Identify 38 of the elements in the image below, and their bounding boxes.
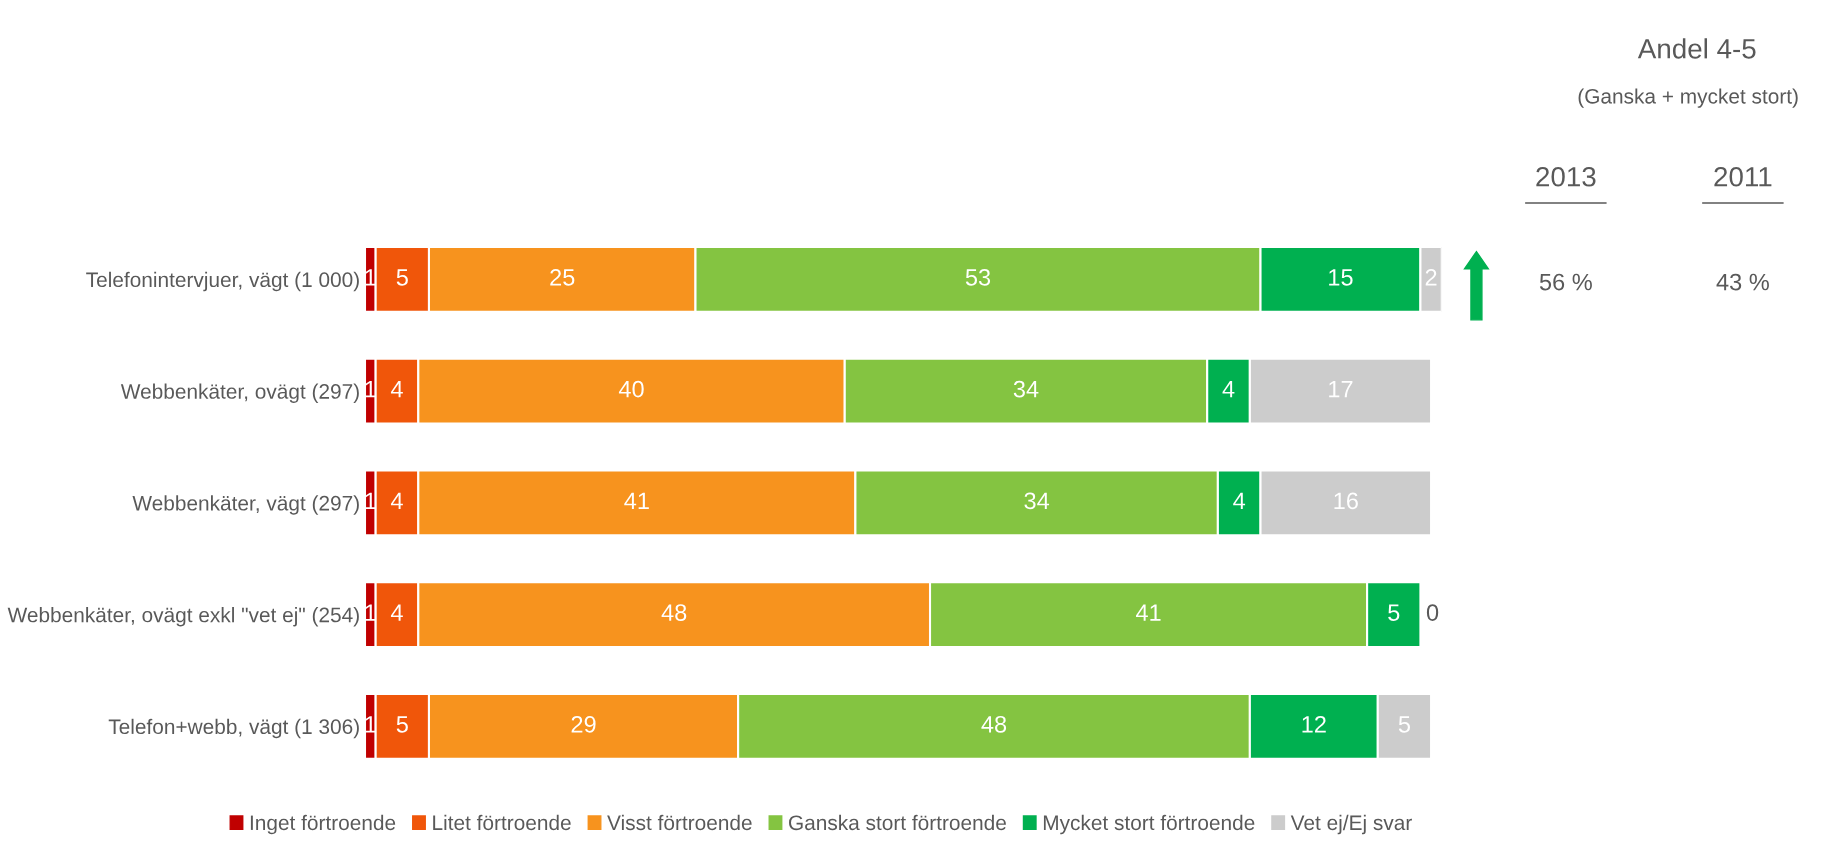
data-label: 34 [1024, 492, 1050, 510]
data-label: 53 [965, 268, 991, 286]
data-label: 5 [1388, 604, 1400, 621]
data-label: 29 [571, 715, 596, 733]
data-label: 5 [396, 716, 408, 733]
data-label: 4 [1233, 492, 1246, 509]
y-tick-label: Webbenkäter, ovägt exkl "vet ej" (254) [7, 607, 359, 627]
data-label: 34 [1013, 380, 1039, 398]
data-label: 5 [396, 269, 408, 286]
data-label: 48 [661, 604, 687, 621]
data-label: 41 [1135, 604, 1161, 621]
legend-label: Visst förtroende [607, 814, 752, 831]
legend-label: Vet ej/Ej svar [1290, 814, 1412, 835]
legend-label: Inget förtroende [250, 814, 396, 835]
data-label: 4 [390, 380, 403, 398]
text: Andel 4-5 [1637, 38, 1756, 59]
data-label: 15 [1329, 269, 1353, 286]
data-label: 48 [981, 715, 1007, 733]
data-label: 40 [618, 380, 644, 398]
y-tick-label: Telefonintervjuer, vägt (1 000) [86, 271, 359, 292]
text: 2013 [1536, 166, 1596, 187]
legend-label: Mycket stort förtroende [1043, 814, 1255, 835]
data-label: 4 [1222, 380, 1235, 398]
text: 56 % [1539, 273, 1592, 291]
text: 43 % [1716, 273, 1769, 291]
data-label: 41 [624, 492, 649, 509]
text: (Ganska + mycket stort) [1578, 88, 1798, 108]
legend-label: Litet förtroende [433, 814, 571, 831]
data-label: 4 [390, 604, 403, 621]
data-label: 25 [550, 268, 575, 286]
text: 2011 [1714, 166, 1772, 187]
y-tick-label: Webbenkäter, ovägt (297) [120, 383, 359, 403]
y-tick-label: Telefon+webb, vägt (1 306) [108, 718, 359, 739]
data-label: 12 [1302, 715, 1326, 733]
data-label: 4 [390, 492, 403, 509]
data-label: 0 [1426, 604, 1439, 621]
legend-label: Ganska stort förtroende [789, 814, 1006, 831]
y-tick-label: Webbenkäter, vägt (297) [132, 495, 359, 515]
